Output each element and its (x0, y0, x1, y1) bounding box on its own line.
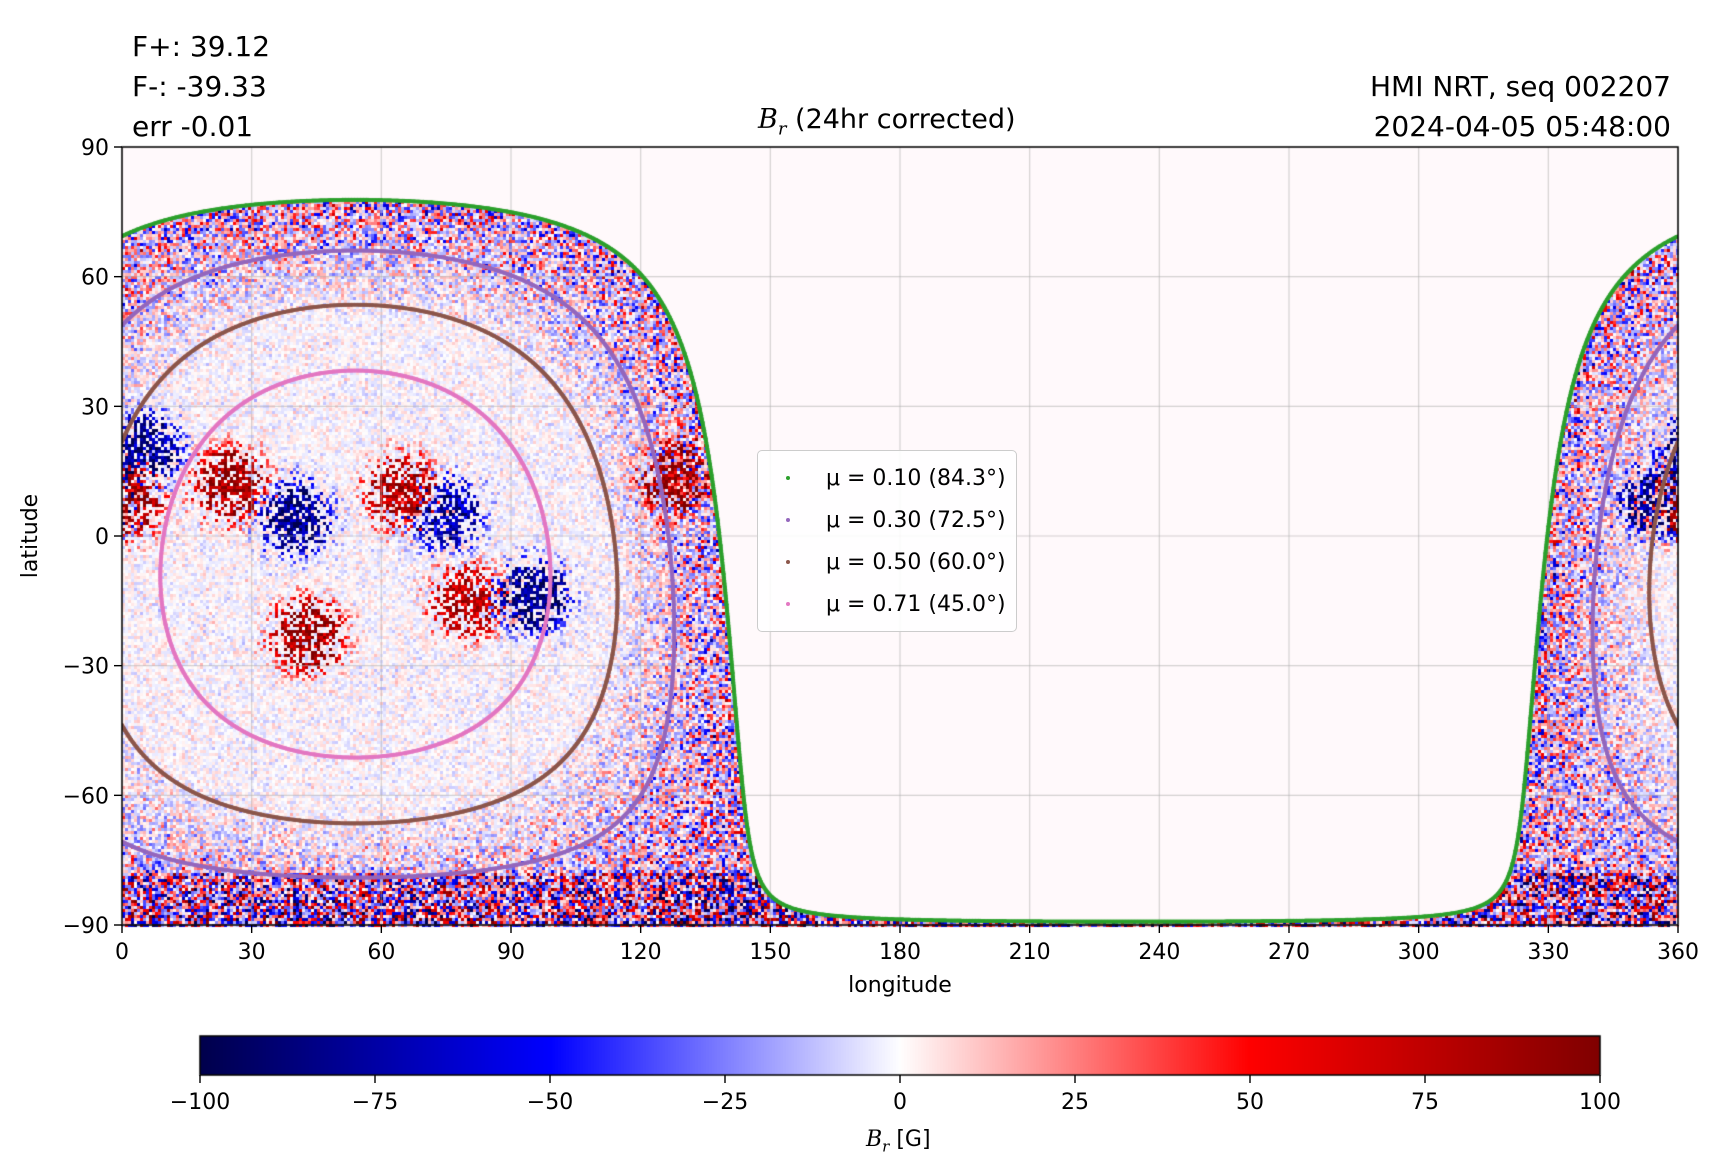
y-tick-label: −60 (63, 784, 109, 809)
x-tick-label: 0 (115, 940, 129, 965)
x-tick-label: 330 (1527, 940, 1569, 965)
colorbar-tick-label: −25 (702, 1090, 748, 1115)
legend-entry: μ = 0.50 (60.0°) (768, 541, 1006, 583)
y-tick-label: −30 (63, 655, 109, 680)
x-tick-label: 240 (1138, 940, 1180, 965)
colorbar-tick-label: 75 (1411, 1090, 1439, 1115)
colorbar-tick-label: −75 (352, 1090, 398, 1115)
legend-label: μ = 0.71 (45.0°) (826, 591, 1006, 617)
x-tick-label: 150 (749, 940, 791, 965)
title-symbol: B (758, 104, 778, 135)
mu-contour-legend: μ = 0.10 (84.3°) μ = 0.30 (72.5°) μ = 0.50… (757, 450, 1017, 632)
colorbar-label-unit: [G] (889, 1127, 931, 1152)
x-tick-label: 30 (238, 940, 266, 965)
x-tick-label: 270 (1268, 940, 1310, 965)
x-tick-label: 300 (1398, 940, 1440, 965)
y-tick-label: 90 (81, 136, 109, 161)
colorbar-tick-label: 25 (1061, 1090, 1089, 1115)
colorbar-label-subscript: r (882, 1137, 890, 1155)
colorbar-label-symbol: B (866, 1127, 883, 1152)
x-tick-label: 60 (367, 940, 395, 965)
x-tick-label: 360 (1657, 940, 1699, 965)
legend-entry: μ = 0.10 (84.3°) (768, 457, 1006, 499)
source-label: HMI NRT, seq 002207 (1369, 70, 1671, 103)
legend-marker (786, 518, 790, 522)
y-axis-label: latitude (18, 494, 43, 578)
x-axis-label: longitude (848, 973, 952, 998)
colorbar-tick-label: 0 (893, 1090, 907, 1115)
legend-marker (786, 560, 790, 564)
flux-error-label: err -0.01 (132, 110, 254, 143)
title-subscript: r (777, 118, 787, 140)
flux-negative-label: F-: -39.33 (132, 70, 267, 103)
legend-entry: μ = 0.30 (72.5°) (768, 499, 1006, 541)
legend-label: μ = 0.30 (72.5°) (826, 507, 1006, 533)
legend-marker (786, 476, 790, 480)
legend-entry: μ = 0.71 (45.0°) (768, 583, 1006, 625)
x-tick-label: 90 (497, 940, 525, 965)
y-tick-label: −90 (63, 914, 109, 939)
x-tick-label: 180 (879, 940, 921, 965)
legend-marker (786, 602, 790, 606)
colorbar-tick-label: 50 (1236, 1090, 1264, 1115)
x-tick-label: 120 (620, 940, 662, 965)
timestamp-label: 2024-04-05 05:48:00 (1373, 110, 1671, 143)
colorbar-tick-label: −100 (170, 1090, 230, 1115)
colorbar-label: Br [G] (866, 1127, 931, 1155)
legend-label: μ = 0.10 (84.3°) (826, 465, 1006, 491)
y-tick-label: 30 (81, 395, 109, 420)
x-tick-label: 210 (1009, 940, 1051, 965)
colorbar-tick-label: 100 (1579, 1090, 1621, 1115)
legend-label: μ = 0.50 (60.0°) (826, 549, 1006, 575)
y-tick-label: 60 (81, 266, 109, 291)
flux-positive-label: F+: 39.12 (132, 30, 271, 63)
y-tick-label: 0 (95, 525, 109, 550)
colorbar-tick-label: −50 (527, 1090, 573, 1115)
title-text: (24hr corrected) (786, 104, 1016, 135)
chart-title: Br (24hr corrected) (758, 104, 1016, 139)
